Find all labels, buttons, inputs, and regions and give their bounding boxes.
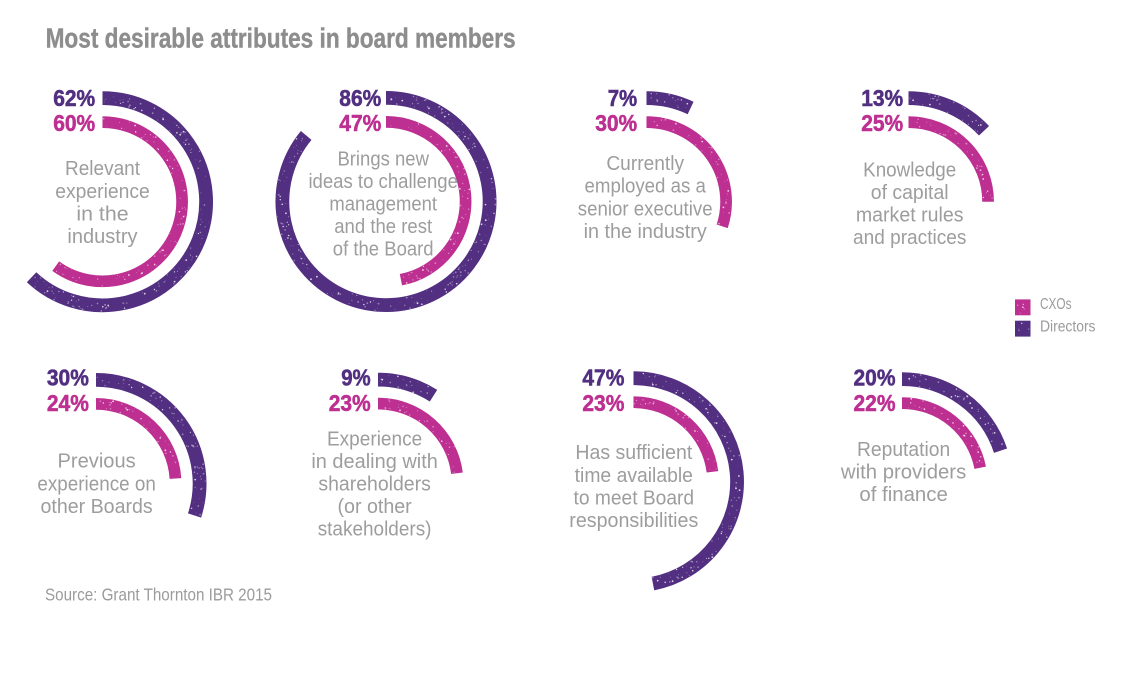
svg-text:47%: 47% — [339, 110, 381, 136]
svg-text:20%: 20% — [854, 365, 896, 391]
svg-text:senior executive: senior executive — [578, 198, 713, 220]
svg-text:of capital: of capital — [871, 182, 949, 204]
svg-text:management: management — [329, 194, 437, 216]
svg-text:Knowledge: Knowledge — [863, 159, 956, 181]
svg-text:Currently: Currently — [606, 153, 684, 175]
svg-text:Most desirable attributes in b: Most desirable attributes in board membe… — [46, 23, 516, 54]
svg-text:24%: 24% — [47, 390, 89, 416]
svg-text:of finance: of finance — [859, 484, 948, 506]
svg-text:47%: 47% — [582, 365, 624, 391]
svg-text:with providers: with providers — [840, 461, 966, 483]
svg-text:Has sufficient: Has sufficient — [575, 442, 692, 464]
svg-text:13%: 13% — [861, 85, 903, 111]
svg-text:86%: 86% — [339, 85, 381, 111]
svg-text:Relevant: Relevant — [65, 158, 140, 180]
svg-text:in the industry: in the industry — [584, 221, 707, 243]
svg-text:other Boards: other Boards — [41, 496, 153, 518]
svg-text:60%: 60% — [53, 110, 95, 136]
svg-text:industry: industry — [67, 226, 137, 248]
svg-text:employed as a: employed as a — [585, 176, 707, 198]
svg-text:Previous: Previous — [58, 451, 136, 473]
svg-text:30%: 30% — [47, 365, 89, 391]
svg-text:in dealing with: in dealing with — [311, 451, 438, 473]
svg-text:ideas to challenge: ideas to challenge — [308, 171, 458, 193]
svg-text:Brings new: Brings new — [337, 148, 429, 170]
svg-text:9%: 9% — [341, 365, 371, 391]
svg-text:25%: 25% — [861, 110, 903, 136]
svg-text:and the rest: and the rest — [334, 216, 432, 238]
svg-text:22%: 22% — [854, 390, 896, 416]
svg-text:stakeholders): stakeholders) — [318, 519, 432, 541]
svg-text:experience on: experience on — [37, 473, 156, 495]
svg-text:62%: 62% — [53, 85, 95, 111]
svg-text:and practices: and practices — [853, 227, 966, 249]
svg-text:experience: experience — [55, 181, 150, 203]
svg-text:Reputation: Reputation — [857, 439, 950, 461]
svg-text:of the Board: of the Board — [333, 239, 434, 261]
svg-text:Experience: Experience — [327, 428, 422, 450]
svg-text:CXOs: CXOs — [1040, 296, 1072, 313]
svg-text:23%: 23% — [329, 390, 371, 416]
svg-text:to meet Board: to meet Board — [574, 487, 695, 509]
svg-text:23%: 23% — [582, 390, 624, 416]
svg-text:responsibilities: responsibilities — [569, 510, 698, 532]
svg-text:(or other: (or other — [338, 496, 413, 518]
svg-text:shareholders: shareholders — [318, 474, 430, 496]
svg-text:Directors: Directors — [1040, 318, 1096, 335]
svg-text:Source: Grant Thornton IBR 201: Source: Grant Thornton IBR 2015 — [45, 585, 272, 605]
svg-text:time available: time available — [575, 465, 693, 487]
svg-text:7%: 7% — [608, 85, 638, 111]
svg-text:in the: in the — [76, 203, 128, 225]
svg-text:30%: 30% — [595, 110, 637, 136]
svg-text:market rules: market rules — [856, 205, 964, 227]
